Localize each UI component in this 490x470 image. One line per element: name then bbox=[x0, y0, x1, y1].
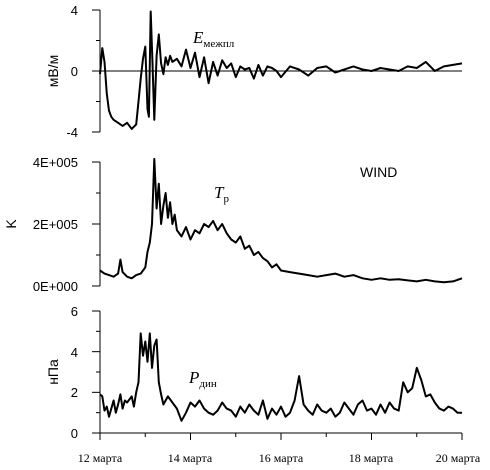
panel-pressure: 6 4 2 0 нПа Pдин 12 марта 14 марта 16 ма… bbox=[45, 304, 481, 465]
x-tick-label: 18 марта bbox=[349, 451, 394, 465]
panel-e-field: 4 0 -4 мВ/м Eмежпл bbox=[45, 3, 463, 140]
y-tick-label: 2 bbox=[71, 385, 78, 400]
series-line-pressure bbox=[99, 332, 462, 422]
series-annotation: Pдин bbox=[188, 368, 217, 390]
y-tick-label: -4 bbox=[66, 125, 78, 140]
y-tick-label: 2E+005 bbox=[33, 217, 78, 232]
y-tick-label: 4 bbox=[71, 345, 78, 360]
y-tick-label: 4 bbox=[71, 3, 78, 18]
x-tick-label: 14 марта bbox=[168, 451, 213, 465]
series-annotation: Eмежпл bbox=[192, 28, 235, 50]
x-tick-label: 16 марта bbox=[259, 451, 304, 465]
y-axis-label: K bbox=[3, 219, 19, 229]
series-line-e-field bbox=[99, 10, 463, 130]
y-axis-label: мВ/м bbox=[45, 55, 61, 87]
y-axis-label: нПа bbox=[45, 359, 61, 385]
y-tick-label: 0 bbox=[71, 426, 78, 441]
y-tick-label: 0 bbox=[71, 64, 78, 79]
x-tick-label: 20 марта bbox=[436, 451, 481, 465]
panel-temperature: 4E+005 2E+005 0E+000 K WIND Tp bbox=[3, 155, 463, 294]
y-tick-label: 0E+000 bbox=[33, 279, 78, 294]
series-line-temperature bbox=[99, 157, 463, 284]
series-annotation: Tp bbox=[214, 183, 229, 205]
x-tick-label: 12 марта bbox=[78, 451, 123, 465]
y-tick-label: 4E+005 bbox=[33, 155, 78, 170]
legend-text: WIND bbox=[360, 164, 397, 180]
y-tick-label: 6 bbox=[71, 304, 78, 319]
